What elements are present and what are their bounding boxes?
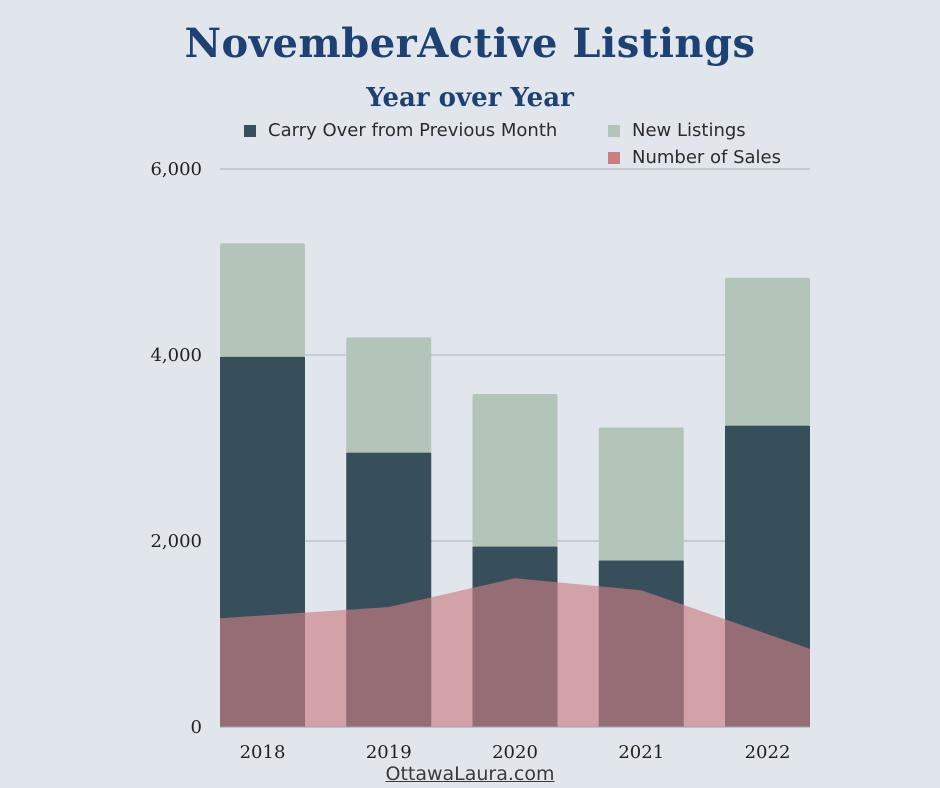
y-tick-label: 2,000 xyxy=(150,531,202,552)
x-tick-label: 2020 xyxy=(492,742,538,763)
bar-new-listings xyxy=(472,394,558,547)
x-tick-label: 2019 xyxy=(366,742,412,763)
y-tick-label: 6,000 xyxy=(150,159,202,180)
legend-item-new-listings: New Listings xyxy=(608,120,746,141)
legend-label-carry-over: Carry Over from Previous Month xyxy=(268,120,558,141)
legend-swatch-new-listings xyxy=(608,124,620,137)
x-tick-label: 2021 xyxy=(618,742,664,763)
footer-site-link[interactable]: OttawaLaura.com xyxy=(385,763,555,785)
x-tick-label: 2022 xyxy=(745,742,791,763)
legend-swatch-carry-over xyxy=(244,124,256,137)
bar-new-listings xyxy=(220,243,305,357)
legend-label-sales: Number of Sales xyxy=(632,147,782,168)
legend-swatch-sales xyxy=(608,151,620,164)
x-tick-label: 2018 xyxy=(240,742,286,763)
legend-item-sales: Number of Sales xyxy=(608,147,781,168)
bar-new-listings xyxy=(346,337,432,453)
bar-new-listings xyxy=(598,427,684,561)
legend-label-new-listings: New Listings xyxy=(632,120,746,141)
bar-new-listings xyxy=(725,277,810,426)
legend-item-carry-over: Carry Over from Previous Month xyxy=(244,120,557,141)
chart-title: NovemberActive Listings xyxy=(184,20,756,67)
area-number-of-sales xyxy=(220,578,810,727)
chart-subtitle: Year over Year xyxy=(366,83,574,113)
y-tick-label: 4,000 xyxy=(150,345,202,366)
y-tick-label: 0 xyxy=(191,717,202,738)
